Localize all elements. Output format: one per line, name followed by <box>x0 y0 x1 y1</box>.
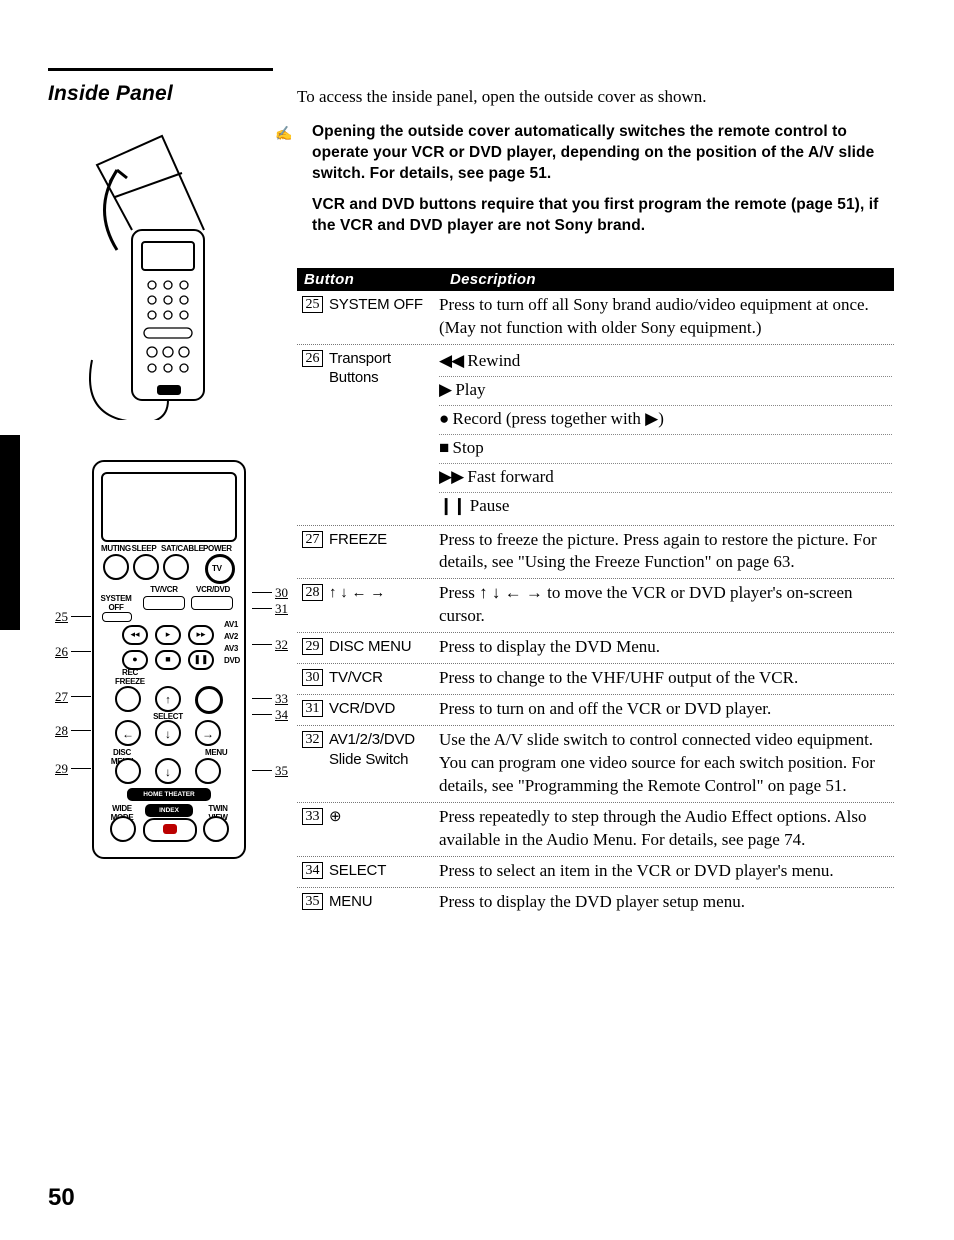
transport-subline: ▶ Play <box>439 377 892 406</box>
svg-text:↓: ↓ <box>165 727 171 741</box>
row-number-box: 30 <box>302 669 323 686</box>
row-number-box: 34 <box>302 862 323 879</box>
row-description: Press repeatedly to step through the Aud… <box>439 806 894 852</box>
row-button-label: SELECT <box>329 860 439 881</box>
row-number-box: 29 <box>302 638 323 655</box>
table-row: 30 TV/VCRPress to change to the VHF/UHF o… <box>297 664 894 695</box>
note-block: ✍ Opening the outside cover automaticall… <box>297 122 894 237</box>
table-row: 28 ↑ ↓ ← →Press ↑ ↓ ← → to move the VCR o… <box>297 579 894 633</box>
row-number-box: 33 <box>302 808 323 825</box>
row-button-label: Transport Buttons <box>329 348 439 388</box>
transport-symbol-icon: ▶ <box>439 380 451 399</box>
table-row: 35 MENUPress to display the DVD player se… <box>297 888 894 918</box>
table-row: 31 VCR/DVDPress to turn on and off the VC… <box>297 695 894 726</box>
row-button-label: TV/VCR <box>329 667 439 688</box>
transport-symbol-icon: ▶▶ <box>439 467 463 486</box>
transport-symbol-icon: ● <box>439 409 448 428</box>
transport-subline: ❙❙ Pause <box>439 493 892 521</box>
table-row: 29 DISC MENUPress to display the DVD Menu… <box>297 633 894 664</box>
table-header-button: Button <box>304 271 450 288</box>
row-description: Press to display the DVD player setup me… <box>439 891 894 914</box>
row-description: ◀◀ Rewind▶ Play● Record (press together … <box>439 348 894 521</box>
row-button-label: MENU <box>329 891 439 912</box>
section-title: Inside Panel <box>48 82 173 106</box>
transport-symbol-icon: ❙❙ <box>439 496 466 515</box>
transport-symbol-icon: ◀◀ <box>439 351 463 370</box>
row-description: Press to freeze the picture. Press again… <box>439 529 894 575</box>
row-description: Press to turn off all Sony brand audio/v… <box>439 294 894 340</box>
svg-text:↑: ↑ <box>165 694 171 706</box>
page-number: 50 <box>48 1184 75 1212</box>
row-number-box: 35 <box>302 893 323 910</box>
transport-subline: ▶▶ Fast forward <box>439 464 892 493</box>
transport-subline: ● Record (press together with ▶) <box>439 406 892 435</box>
note-1: Opening the outside cover automatically … <box>297 122 894 185</box>
table-row: 34 SELECTPress to select an item in the V… <box>297 857 894 888</box>
page-side-tab <box>0 435 20 630</box>
row-number-box: 28 <box>302 584 323 601</box>
row-description: Press to change to the VHF/UHF output of… <box>439 667 894 690</box>
row-description: Press to turn on and off the VCR or DVD … <box>439 698 894 721</box>
row-number-box: 31 <box>302 700 323 717</box>
svg-text:↓: ↓ <box>165 765 171 779</box>
row-description: Use the A/V slide switch to control conn… <box>439 729 894 798</box>
svg-text:→: → <box>202 727 214 741</box>
title-rule <box>48 68 273 71</box>
table-row: 33 ⊕Press repeatedly to step through the … <box>297 803 894 857</box>
note-2: VCR and DVD buttons require that you fir… <box>297 195 894 237</box>
row-description: Press to display the DVD Menu. <box>439 636 894 659</box>
table-header-description: Description <box>450 271 894 288</box>
svg-text:←: ← <box>122 727 134 741</box>
row-button-label: DISC MENU <box>329 636 439 657</box>
row-description: Press to select an item in the VCR or DV… <box>439 860 894 883</box>
table-header: Button Description <box>297 268 894 291</box>
row-number-box: 25 <box>302 296 323 313</box>
transport-symbol-icon: ■ <box>439 438 448 457</box>
row-button-label: VCR/DVD <box>329 698 439 719</box>
row-button-label: ⊕ <box>329 806 439 827</box>
table-row: 32 AV1/2/3/DVD Slide SwitchUse the A/V sl… <box>297 726 894 803</box>
button-description-table: Button Description 25SYSTEM OFFPress to … <box>297 268 894 918</box>
table-row: 26 Transport Buttons◀◀ Rewind▶ Play● Reco… <box>297 345 894 526</box>
table-row: 25 SYSTEM OFFPress to turn off all Sony b… <box>297 291 894 345</box>
row-button-label: AV1/2/3/DVD Slide Switch <box>329 729 439 769</box>
row-number-box: 32 <box>302 731 323 748</box>
intro-text: To access the inside panel, open the out… <box>297 86 894 109</box>
row-button-label: SYSTEM OFF <box>329 294 439 315</box>
table-row: 27 FREEZEPress to freeze the picture. Pre… <box>297 526 894 580</box>
illustration-remote-diagram: MUTING SLEEP SAT/CABLE POWER TV TV/VCR V… <box>55 460 280 855</box>
illustration-open-cover <box>62 130 252 420</box>
row-number-box: 27 <box>302 531 323 548</box>
row-button-label: ↑ ↓ ← → <box>329 582 439 603</box>
row-description: Press ↑ ↓ ← → to move the VCR or DVD pla… <box>439 582 894 628</box>
transport-subline: ■ Stop <box>439 435 892 464</box>
transport-subline: ◀◀ Rewind <box>439 348 892 377</box>
pencil-icon: ✍ <box>275 126 292 143</box>
row-button-label: FREEZE <box>329 529 439 550</box>
row-number-box: 26 <box>302 350 323 367</box>
